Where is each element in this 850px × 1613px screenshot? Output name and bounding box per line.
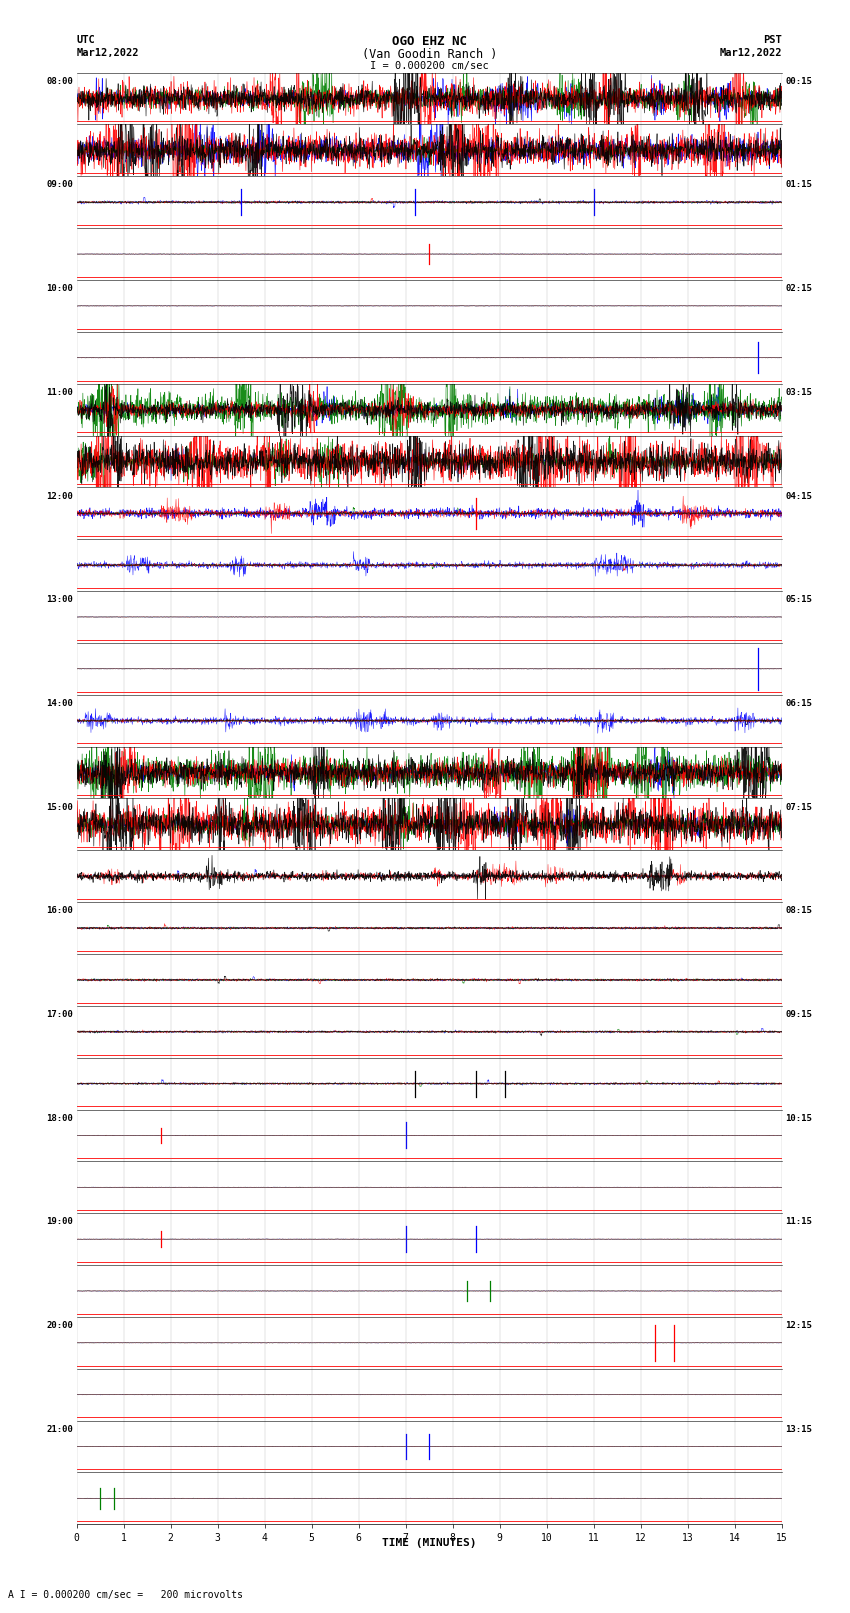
Text: 10:15: 10:15 [785,1113,813,1123]
Text: 07:15: 07:15 [785,803,813,811]
Text: Mar12,2022: Mar12,2022 [719,48,782,58]
Text: 14:00: 14:00 [46,698,73,708]
Text: 13:00: 13:00 [46,595,73,605]
Text: PST: PST [763,35,782,45]
Text: 01:15: 01:15 [785,181,813,189]
Text: 08:15: 08:15 [785,907,813,915]
Text: 00:15: 00:15 [785,77,813,85]
Text: 09:15: 09:15 [785,1010,813,1019]
Text: 18:00: 18:00 [46,1113,73,1123]
Text: 09:00: 09:00 [46,181,73,189]
Text: 19:00: 19:00 [46,1218,73,1226]
Text: 05:15: 05:15 [785,595,813,605]
Text: 15:00: 15:00 [46,803,73,811]
Text: I = 0.000200 cm/sec: I = 0.000200 cm/sec [370,61,489,71]
Text: UTC: UTC [76,35,95,45]
Text: 12:15: 12:15 [785,1321,813,1331]
Text: 12:00: 12:00 [46,492,73,500]
Text: 21:00: 21:00 [46,1424,73,1434]
Text: (Van Goodin Ranch ): (Van Goodin Ranch ) [361,48,497,61]
Text: 08:00: 08:00 [46,77,73,85]
Text: TIME (MINUTES): TIME (MINUTES) [382,1539,477,1548]
Text: Mar12,2022: Mar12,2022 [76,48,139,58]
Text: 04:15: 04:15 [785,492,813,500]
Text: 17:00: 17:00 [46,1010,73,1019]
Text: 13:15: 13:15 [785,1424,813,1434]
Text: 11:15: 11:15 [785,1218,813,1226]
Text: 11:00: 11:00 [46,387,73,397]
Text: 20:00: 20:00 [46,1321,73,1331]
Text: 02:15: 02:15 [785,284,813,294]
Text: 16:00: 16:00 [46,907,73,915]
Text: OGO EHZ NC: OGO EHZ NC [392,35,467,48]
Text: 10:00: 10:00 [46,284,73,294]
Text: A I = 0.000200 cm/sec =   200 microvolts: A I = 0.000200 cm/sec = 200 microvolts [8,1590,243,1600]
Text: 03:15: 03:15 [785,387,813,397]
Text: 06:15: 06:15 [785,698,813,708]
